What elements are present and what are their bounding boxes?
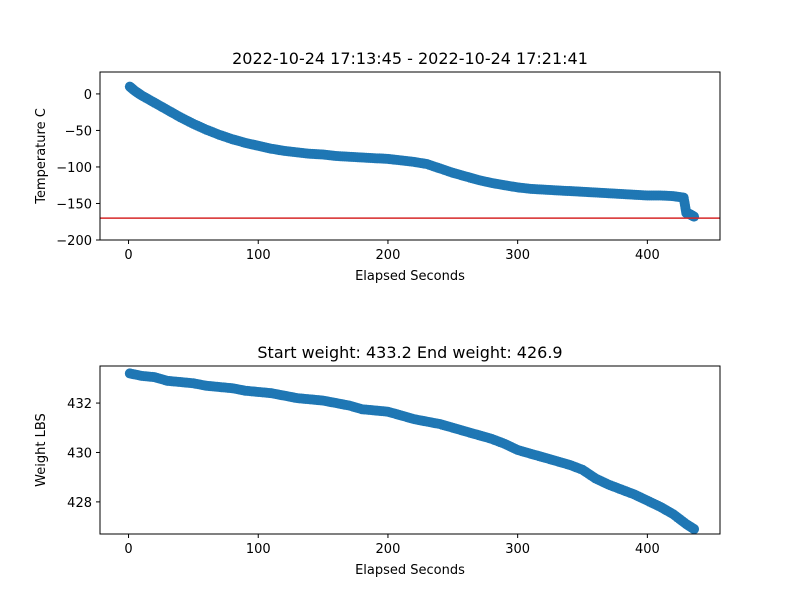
weight-ytick-label: 432 <box>67 397 92 412</box>
weight-xtick-label: 100 <box>246 542 271 557</box>
weight-chart-ylabel: Weight LBS <box>34 413 49 487</box>
temperature-chart-xlabel: Elapsed Seconds <box>355 269 465 284</box>
weight-xtick-label: 300 <box>505 542 530 557</box>
weight-ytick-label: 428 <box>67 496 92 511</box>
temperature-chart-ylabel: Temperature C <box>34 108 49 205</box>
weight-chart: 0 100 200 300 400 428 430 432 Start weight: 433… <box>34 343 721 578</box>
temperature-ytick-label: −150 <box>56 197 92 212</box>
weight-xtick-label: 200 <box>376 542 401 557</box>
weight-ytick-label: 430 <box>67 446 92 461</box>
temperature-ytick-label: −100 <box>56 161 92 176</box>
temperature-chart-points <box>124 81 700 222</box>
temperature-data-point <box>689 211 700 222</box>
temperature-chart: 0 100 200 300 400 0 −50 −100 −150 −200 2022-10-24… <box>34 49 721 284</box>
weight-xtick-label: 400 <box>635 542 660 557</box>
temperature-ytick-label: −200 <box>56 234 92 249</box>
temperature-chart-ticks: 0 100 200 300 400 0 −50 −100 −150 −200 <box>56 88 659 263</box>
weight-chart-points <box>124 368 700 535</box>
temperature-chart-title: 2022-10-24 17:13:45 - 2022-10-24 17:21:4… <box>232 49 588 68</box>
weight-chart-frame <box>99 365 721 535</box>
temperature-xtick-label: 0 <box>124 248 132 263</box>
temperature-xtick-label: 100 <box>246 248 271 263</box>
weight-chart-ticks: 0 100 200 300 400 428 430 432 <box>67 397 660 557</box>
weight-data-point <box>689 524 700 535</box>
temperature-xtick-label: 200 <box>376 248 401 263</box>
temperature-ytick-label: 0 <box>84 88 92 103</box>
temperature-xtick-label: 300 <box>505 248 530 263</box>
temperature-xtick-label: 400 <box>635 248 660 263</box>
weight-xtick-label: 0 <box>124 542 132 557</box>
temperature-ytick-label: −50 <box>65 124 92 139</box>
weight-chart-title: Start weight: 433.2 End weight: 426.9 <box>257 343 562 362</box>
weight-chart-xlabel: Elapsed Seconds <box>355 563 465 578</box>
temperature-chart-frame <box>99 71 721 241</box>
